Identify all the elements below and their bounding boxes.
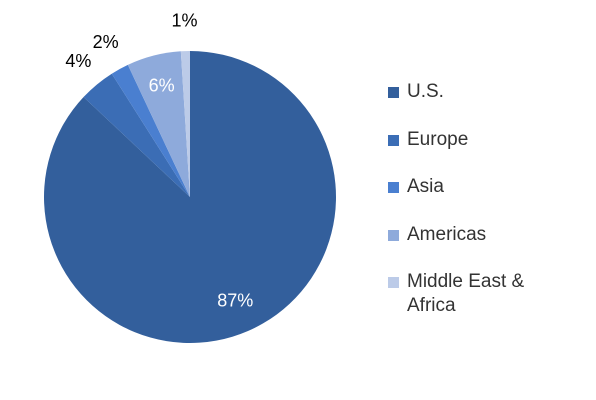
- data-label: 87%: [217, 290, 253, 310]
- data-label: 6%: [149, 75, 175, 95]
- legend-label: Europe: [407, 128, 469, 150]
- legend-item: Middle East & Africa: [388, 270, 567, 318]
- legend-item: Europe: [388, 128, 567, 152]
- pie-slice: [127, 51, 190, 197]
- data-label: 1%: [171, 11, 197, 31]
- data-label: 4%: [65, 51, 91, 71]
- legend-item: Asia: [388, 175, 567, 199]
- pie-slice: [43, 51, 337, 343]
- legend-label: Middle East & Africa: [407, 271, 525, 316]
- legend-swatch: [388, 182, 399, 193]
- legend-swatch: [388, 277, 399, 288]
- legend-item: U.S.: [388, 80, 567, 104]
- legend-label: Americas: [407, 223, 487, 245]
- data-label: 2%: [93, 32, 119, 52]
- legend-swatch: [388, 134, 399, 146]
- pie-slice: [180, 51, 190, 197]
- legend-item: Americas: [388, 223, 567, 247]
- legend-label: Asia: [407, 176, 444, 197]
- pie-slice: [111, 64, 190, 197]
- legend: U.S. Europe Asia Americas Middle East & Afri…: [388, 80, 578, 342]
- legend-label: U.S.: [407, 81, 444, 102]
- legend-swatch: [388, 87, 399, 98]
- legend-swatch: [388, 229, 399, 241]
- pie-slice: [83, 73, 190, 197]
